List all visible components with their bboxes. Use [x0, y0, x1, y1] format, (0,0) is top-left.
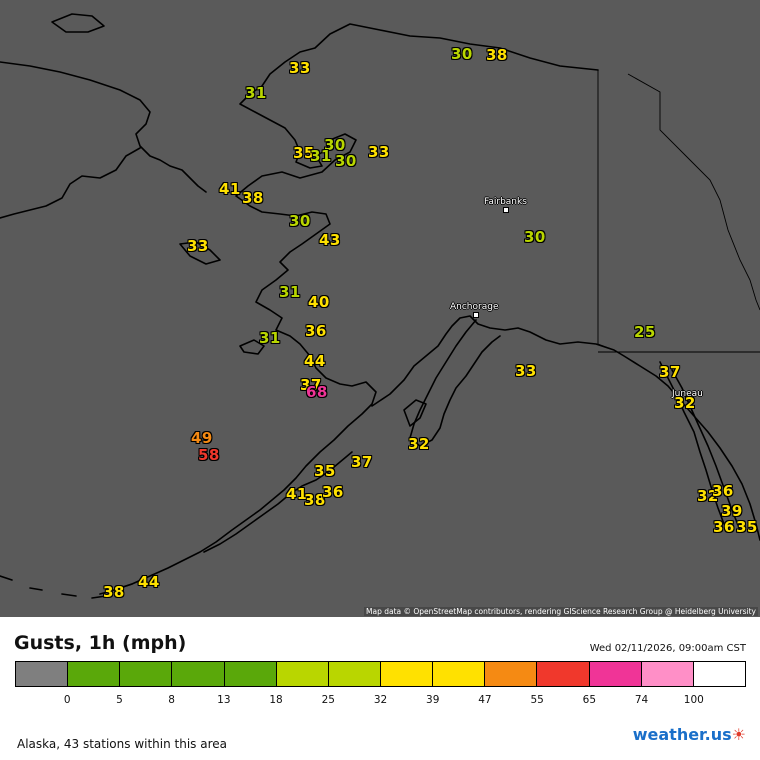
scale-swatch — [68, 662, 121, 686]
wrangel-island — [51, 13, 105, 33]
aleutian-islands — [0, 575, 133, 599]
st-lawrence-island — [179, 241, 221, 265]
gust-label[interactable]: 41 — [219, 180, 241, 198]
canada-border — [597, 70, 615, 351]
gust-label[interactable]: 38 — [486, 46, 508, 64]
scale-tick-label: 0 — [63, 694, 71, 706]
gust-label[interactable]: 30 — [289, 212, 311, 230]
scale-swatch — [693, 662, 745, 686]
gust-label[interactable]: 35 — [736, 518, 758, 536]
logo-text: weather.us — [632, 725, 732, 744]
gust-label[interactable]: 33 — [187, 237, 209, 255]
gust-label[interactable]: 38 — [304, 491, 326, 509]
alaska-peninsula-coast — [203, 451, 353, 553]
scale-swatch — [120, 662, 173, 686]
scale-tick-label: 13 — [217, 694, 231, 706]
gust-label[interactable]: 44 — [304, 352, 326, 370]
kodiak-island — [403, 399, 427, 427]
fairbanks-marker — [503, 207, 509, 213]
scale-swatch — [16, 662, 69, 686]
gust-label[interactable]: 32 — [408, 435, 430, 453]
gust-label[interactable]: 68 — [306, 383, 328, 401]
chukotka-coastline — [0, 61, 207, 219]
sun-icon: ☀ — [731, 725, 746, 744]
anchorage-marker — [473, 312, 479, 318]
weather-us-logo[interactable]: weather.us☀ — [633, 725, 746, 744]
scale-tick-label: 74 — [634, 694, 649, 706]
scale-swatch — [276, 662, 329, 686]
gust-label[interactable]: 41 — [286, 485, 308, 503]
scale-tick-label: 32 — [373, 694, 388, 706]
scale-tick-label: 47 — [478, 694, 492, 706]
city-label-fairbanks: Fairbanks — [484, 197, 527, 207]
gust-label[interactable]: 35 — [293, 144, 315, 162]
gust-label[interactable]: 32 — [674, 394, 696, 412]
legend-title: Gusts, 1h (mph) — [14, 632, 187, 654]
gust-label[interactable]: 36 — [712, 482, 734, 500]
scale-tick-label: 25 — [321, 694, 335, 706]
gust-label[interactable]: 33 — [515, 362, 537, 380]
gust-label[interactable]: 33 — [289, 59, 311, 77]
gust-label[interactable]: 30 — [451, 45, 473, 63]
scale-tick-label: 5 — [116, 694, 123, 706]
city-label-anchorage: Anchorage — [450, 302, 499, 312]
gust-label[interactable]: 44 — [138, 573, 160, 591]
gust-label[interactable]: 43 — [319, 231, 341, 249]
yukon-nwt-border — [627, 73, 760, 311]
gust-label[interactable]: 37 — [300, 376, 322, 394]
gust-label[interactable]: 31 — [279, 283, 301, 301]
kenai-peninsula-coast — [409, 319, 501, 447]
gust-label[interactable]: 40 — [308, 293, 330, 311]
gust-label[interactable]: 33 — [368, 143, 390, 161]
scale-swatch — [589, 662, 642, 686]
alaska-coastline — [99, 23, 760, 595]
timestamp: Wed 02/11/2026, 09:00am CST — [589, 643, 746, 654]
scale-swatch — [328, 662, 381, 686]
southeast-islands — [659, 361, 741, 531]
gust-label[interactable]: 39 — [721, 502, 743, 520]
gust-label[interactable]: 30 — [335, 152, 357, 170]
gust-label[interactable]: 31 — [310, 147, 332, 165]
gust-label[interactable]: 30 — [324, 136, 346, 154]
gust-label[interactable]: 32 — [697, 487, 719, 505]
gust-label[interactable]: 37 — [659, 363, 681, 381]
map-attribution: Map data © OpenStreetMap contributors, r… — [364, 607, 758, 616]
nunivak-island — [239, 339, 265, 355]
scale-tick-label: 39 — [426, 694, 440, 706]
scale-swatch — [641, 662, 694, 686]
scale-swatch — [224, 662, 277, 686]
gust-label[interactable]: 36 — [713, 518, 735, 536]
scale-tick-label: 18 — [269, 694, 283, 706]
alaska-basemap — [0, 13, 760, 599]
gust-label[interactable]: 31 — [259, 329, 281, 347]
scale-tick-label: 65 — [582, 694, 597, 706]
scale-swatch — [433, 662, 486, 686]
city-label-juneau: Juneau — [672, 389, 703, 399]
gust-label[interactable]: 31 — [245, 84, 267, 102]
map-area[interactable]: Fairbanks Anchorage Juneau 33 31 30 38 3… — [0, 0, 760, 617]
gust-label[interactable]: 38 — [103, 583, 125, 601]
scale-tick-label: 100 — [683, 694, 704, 706]
station-count: Alaska, 43 stations within this area — [17, 737, 227, 751]
scale-tick-label: 55 — [530, 694, 544, 706]
scale-tick-label: 8 — [168, 694, 175, 706]
gust-label[interactable]: 30 — [524, 228, 546, 246]
gust-label[interactable]: 36 — [305, 322, 327, 340]
scale-swatch — [172, 662, 225, 686]
color-scale-bar — [15, 661, 746, 687]
gust-label[interactable]: 37 — [351, 453, 373, 471]
scale-swatch — [485, 662, 538, 686]
gust-label[interactable]: 35 — [314, 462, 336, 480]
gust-label[interactable]: 49 — [191, 429, 213, 447]
scale-swatch — [537, 662, 590, 686]
gust-label[interactable]: 36 — [322, 483, 344, 501]
scale-swatch — [380, 662, 434, 686]
gust-label[interactable]: 38 — [242, 189, 264, 207]
gust-label[interactable]: 25 — [634, 323, 656, 341]
gust-label[interactable]: 58 — [198, 446, 220, 464]
